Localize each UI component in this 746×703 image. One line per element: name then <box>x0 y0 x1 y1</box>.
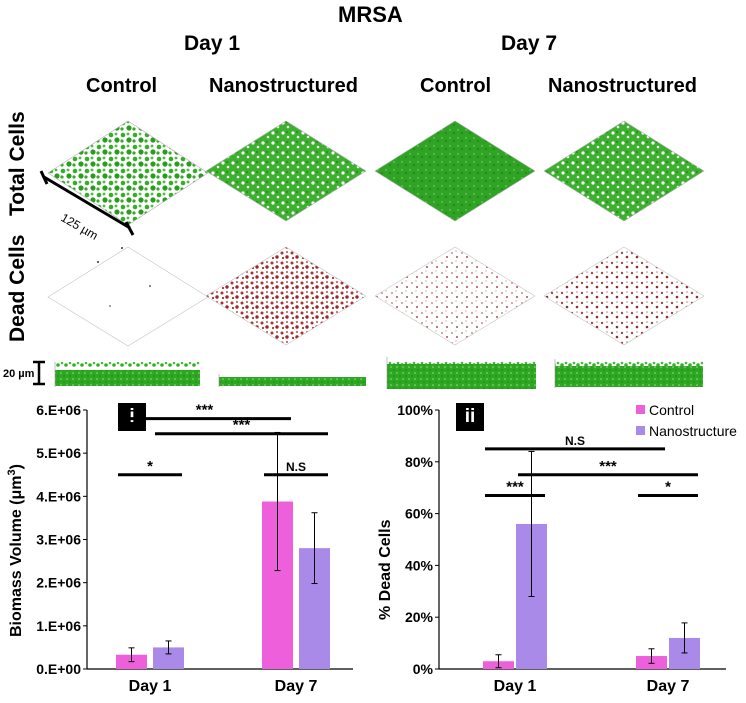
x-tick-label: Day 7 <box>275 678 318 695</box>
scale-bar-xy <box>39 170 135 236</box>
image-total-d1-control <box>47 120 209 226</box>
significance-label: *** <box>506 478 524 495</box>
image-dead-d7-nano <box>543 246 705 346</box>
day-header-1: Day 1 <box>184 32 241 55</box>
y-tick-label: 40% <box>405 557 434 573</box>
x-tick-label: Day 7 <box>647 678 690 695</box>
y-tick-label: 5.E+06 <box>36 445 81 461</box>
condition-label-d1-nano: Nanostructured <box>209 75 358 97</box>
legend-label-control: Control <box>649 402 694 418</box>
condition-label-d7-nano: Nanostructured <box>548 75 697 97</box>
image-side-d7-nano <box>554 359 703 388</box>
panel-label-ii: ii <box>456 403 484 431</box>
y-tick-label: 0% <box>413 661 434 677</box>
image-total-d1-nano <box>205 120 367 222</box>
image-side-d7-control <box>386 357 536 389</box>
bar-nanostructure-day1 <box>153 647 184 669</box>
significance-label: *** <box>196 402 214 419</box>
y-tick-label: 20% <box>405 609 434 625</box>
y-tick-label: 4.E+06 <box>36 488 81 504</box>
legend-swatch-nanostructure <box>636 426 645 435</box>
image-dead-d7-control <box>374 246 536 346</box>
image-total-d7-control <box>374 120 536 222</box>
x-tick-label: Day 1 <box>129 678 172 695</box>
y-axis-label-main: Biomass Volume (μm <box>8 475 25 637</box>
y-tick-label: 6.E+06 <box>36 402 81 418</box>
day-header-7: Day 7 <box>501 32 558 55</box>
y-tick-label: 2.E+06 <box>36 575 81 591</box>
y-tick-label: 1.E+06 <box>36 618 81 634</box>
significance-label: *** <box>233 417 251 434</box>
x-tick-label: Day 1 <box>494 678 537 695</box>
condition-label-d7-control: Control <box>420 75 492 97</box>
y-axis-label-close: ) <box>8 464 25 469</box>
y-tick-label: 60% <box>405 506 434 522</box>
significance-label: N.S <box>565 434 585 448</box>
panel-label-i: i <box>118 403 146 431</box>
scale-label-z: 20 µm <box>3 368 35 380</box>
figure-title: MRSA <box>338 2 403 27</box>
y-tick-label: 80% <box>405 454 434 470</box>
microscopy-grid: 125 µm 20 µm <box>3 120 705 389</box>
y-axis-label: Biomass Volume (μm3) <box>6 464 25 637</box>
significance-label: * <box>147 458 153 475</box>
image-side-d1-control <box>54 362 200 387</box>
scale-bar-z <box>33 360 45 386</box>
image-side-d1-nano <box>218 374 366 387</box>
y-tick-label: 0.E+00 <box>36 661 81 677</box>
condition-label-d1-control: Control <box>86 75 158 97</box>
y-tick-label: 3.E+06 <box>36 532 81 548</box>
y-tick-label: 100% <box>397 402 433 418</box>
chart-dead-cells: 0%20%40%60%80%100%Day 1 Day 7N.S*******% … <box>377 402 737 695</box>
legend-label-nanostructure: Nanostructure <box>649 423 737 439</box>
significance-label: N.S <box>286 460 306 474</box>
scale-label-xy: 125 µm <box>59 210 101 242</box>
y-axis-label: % Dead Cells <box>377 519 394 620</box>
chart-biomass-volume: 0.E+00 1.E+06 2.E+06 3.E+06 4.E+06 5.E+06 6.E+… <box>6 402 353 695</box>
image-dead-d1-nano <box>205 246 367 346</box>
significance-label: *** <box>599 458 617 475</box>
significance-label: * <box>665 478 671 495</box>
legend-swatch-control <box>636 405 645 414</box>
image-total-d7-nano <box>543 120 705 222</box>
image-dead-d1-control <box>47 246 209 347</box>
y-axis-label-superscript: 3 <box>6 469 18 475</box>
